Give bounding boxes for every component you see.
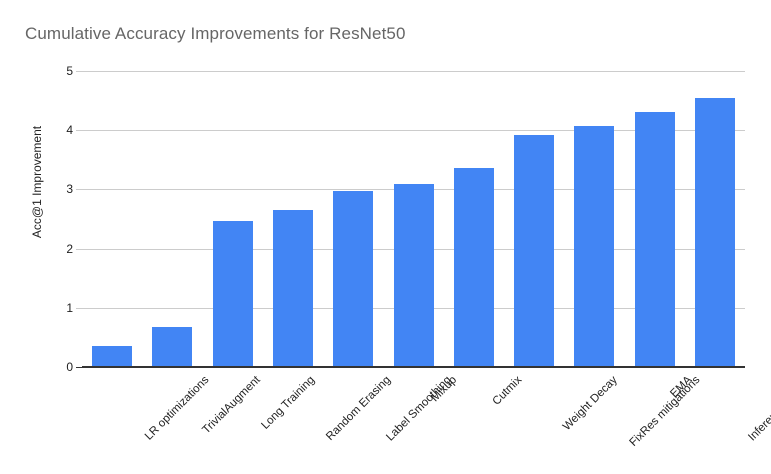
x-tick-label: Inference Resize (746, 374, 771, 444)
x-tick-label: LR optimizations (143, 374, 212, 443)
y-tick-label: 5 (66, 64, 73, 78)
bar[interactable] (152, 327, 193, 367)
y-tick-label: 1 (66, 300, 73, 315)
bar[interactable] (634, 111, 675, 367)
y-tick-label: 3 (66, 182, 73, 197)
gridline: 5 (66, 64, 745, 78)
x-tick-label: Cutmix (490, 374, 525, 408)
y-tick-label: 4 (66, 123, 73, 138)
bar[interactable] (212, 220, 253, 367)
bar[interactable] (453, 168, 494, 367)
x-axis-line (82, 366, 745, 368)
y-tick-mark (76, 130, 82, 132)
bar[interactable] (574, 126, 615, 367)
bar[interactable] (92, 346, 133, 367)
x-tick-label: Weight Decay (560, 374, 620, 433)
y-tick-mark (76, 307, 82, 309)
gridline: 0 (66, 360, 745, 374)
y-tick-label: 2 (66, 241, 73, 256)
plot-area: 0 1 2 3 4 5 (66, 64, 745, 374)
bar[interactable] (694, 98, 735, 367)
x-tick-label: Long Training (259, 374, 317, 432)
bar[interactable] (514, 134, 555, 367)
bar[interactable] (333, 190, 374, 367)
y-tick-mark (76, 189, 82, 191)
y-tick-mark (76, 367, 82, 368)
y-axis-title: Acc@1 Improvement (30, 125, 44, 239)
y-tick-mark (76, 71, 82, 72)
y-tick-label: 0 (66, 360, 73, 374)
bar[interactable] (393, 184, 434, 367)
y-tick-mark (76, 248, 82, 250)
x-tick-label: Random Erasing (324, 374, 394, 444)
gridline: 4 (66, 123, 745, 137)
chart-title: Cumulative Accuracy Improvements for Res… (25, 24, 406, 43)
bar[interactable] (272, 209, 313, 367)
